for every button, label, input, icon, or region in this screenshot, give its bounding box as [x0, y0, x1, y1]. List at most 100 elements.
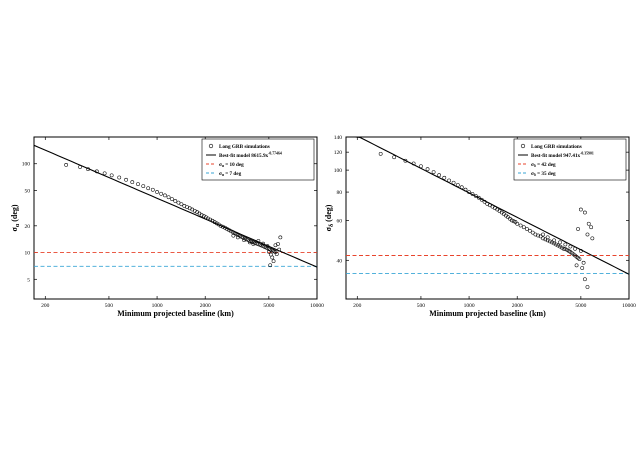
y-label-subscript: α: [15, 223, 21, 227]
data-point: [170, 197, 174, 201]
y-tick-label: 20: [25, 224, 31, 230]
data-point: [580, 266, 585, 270]
data-point: [495, 207, 500, 212]
y-axis-label: σδ (deg): [324, 204, 335, 231]
data-point: [451, 180, 456, 185]
plot-frame: [33, 136, 318, 300]
reference-lines: [346, 255, 629, 274]
data-point: [221, 224, 225, 229]
x-tick-label: 10000: [310, 303, 324, 309]
data-point: [550, 240, 554, 245]
data-point: [218, 223, 223, 228]
data-point: [479, 197, 484, 202]
legend-line1-symbol: σ: [531, 162, 534, 168]
legend-line2-subscript: α: [222, 173, 225, 177]
data-point: [419, 164, 423, 169]
data-point: [425, 167, 430, 172]
y-tick-label: 50: [25, 188, 31, 194]
legend-fit-formula: Best-fit model 947.41x: [531, 153, 581, 159]
data-point: [256, 239, 261, 243]
data-point: [231, 230, 235, 234]
data-point: [536, 233, 540, 238]
data-point: [589, 225, 594, 230]
data-point: [94, 169, 99, 174]
legend-line1-value: = 10 deg: [224, 162, 244, 168]
data-point: [411, 161, 416, 166]
legend: Long GRB simulations Best-fit model 947.…: [513, 138, 627, 181]
data-point: [78, 165, 82, 169]
data-point: [265, 244, 270, 249]
data-point: [261, 241, 265, 246]
data-point: [278, 235, 283, 240]
data-point: [554, 242, 558, 247]
y-label-subscript: δ: [329, 224, 335, 227]
legend-label-points: Long GRB simulations: [531, 144, 582, 150]
data-point: [558, 244, 562, 249]
tick-group: 200 500 1000 2000 5000 10000 40 60 80 100 120 140: [334, 135, 636, 309]
y-label-symbol: σ: [324, 226, 333, 231]
data-point: [236, 233, 241, 238]
chart-panel-sigma-alpha: 200 500 1000 2000 5000 10000 5 10 20 50 100 Minimu…: [10, 136, 324, 318]
data-point: [463, 187, 468, 192]
data-points: [64, 163, 283, 268]
y-tick-label: 60: [337, 218, 343, 224]
data-point: [437, 173, 442, 178]
data-point: [590, 236, 595, 241]
data-point: [541, 232, 545, 237]
data-point: [251, 242, 256, 246]
data-point: [585, 232, 590, 237]
x-tick-label: 5000: [575, 303, 586, 309]
y-tick-label: 140: [334, 135, 343, 141]
legend-line2-symbol: σ: [219, 171, 222, 177]
y-tick-label: 100: [334, 168, 343, 174]
x-axis-label: Minimum projected baseline (km): [117, 309, 234, 318]
x-tick-label: 1000: [152, 303, 163, 309]
y-axis-label: σα (deg): [10, 204, 21, 231]
legend-label-fit: Best-fit model 8615.9x-0.77464: [219, 152, 282, 160]
data-point: [533, 232, 538, 237]
data-point: [482, 199, 487, 204]
legend-label-line1: σδ = 42 deg: [531, 162, 556, 168]
chart-panel-sigma-delta: 200 500 1000 2000 5000 10000 40 60 80 100 120 140 M…: [324, 135, 636, 318]
data-point: [212, 220, 217, 225]
data-point: [545, 235, 550, 240]
data-point: [117, 175, 122, 180]
data-point: [268, 263, 273, 268]
legend-fit-formula: Best-fit model 8615.9x: [219, 153, 269, 159]
legend-label-line2: σδ = 35 deg: [531, 171, 556, 177]
x-tick-label: 5000: [263, 303, 274, 309]
data-point: [583, 210, 587, 215]
data-point: [585, 285, 590, 289]
data-point: [493, 206, 497, 210]
legend-label-fit: Best-fit model 947.41x-0.35901: [531, 152, 594, 160]
data-point: [109, 173, 114, 178]
data-point: [476, 195, 481, 200]
data-point: [568, 244, 573, 249]
data-point: [273, 250, 278, 255]
data-point: [563, 247, 568, 252]
data-point: [509, 218, 514, 223]
data-point: [227, 228, 231, 232]
y-tick-label: 40: [337, 258, 343, 264]
legend-line2-value: = 7 deg: [224, 171, 242, 177]
data-point: [201, 214, 206, 218]
data-point: [163, 193, 167, 198]
data-point: [586, 221, 591, 226]
data-point: [271, 259, 276, 264]
data-point: [521, 225, 526, 230]
data-point: [155, 190, 159, 194]
data-point: [561, 246, 566, 251]
data-point: [231, 233, 236, 238]
y-label-symbol: σ: [10, 227, 19, 232]
data-point: [447, 178, 451, 183]
legend-fit-exponent: -0.77464: [268, 152, 282, 156]
data-point: [179, 202, 184, 207]
data-point: [229, 229, 233, 234]
data-point: [556, 243, 560, 248]
x-tick-label: 1000: [464, 303, 475, 309]
x-tick-label: 2000: [200, 303, 211, 309]
data-point: [136, 182, 140, 186]
data-point: [247, 240, 252, 245]
data-point: [515, 221, 520, 226]
plot-frame: [345, 136, 630, 300]
